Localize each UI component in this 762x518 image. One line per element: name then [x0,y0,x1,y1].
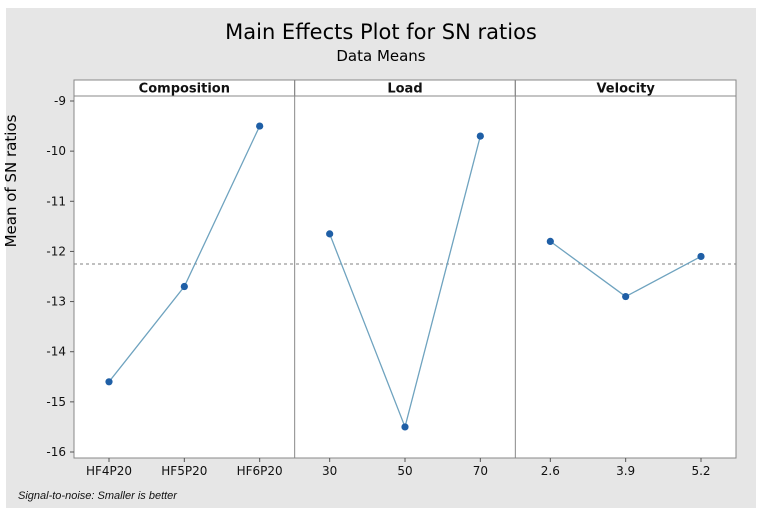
data-point [697,252,705,261]
plot-area [73,79,737,459]
panel-label: Velocity [596,82,655,97]
data-point [401,423,409,431]
data-point [105,378,113,386]
x-tick-label: 50 [397,464,412,478]
x-tick-label: HF5P20 [161,464,207,478]
footnote: Signal-to-noise: Smaller is better [18,490,177,502]
x-tick-label: 2.6 [541,464,560,478]
data-point [326,230,334,238]
x-tick-label: 3.9 [616,464,635,478]
x-tick-label: 70 [473,464,488,478]
data-point [546,237,554,245]
y-tick-label: -15 [46,395,66,409]
x-tick-label: HF4P20 [86,464,132,478]
y-tick-label: -13 [46,295,66,309]
y-tick-label: -16 [46,445,66,459]
data-point [256,122,264,130]
data-point [476,132,484,140]
y-tick-label: -14 [46,345,66,359]
panel-label: Composition [139,82,230,97]
chart-title: Main Effects Plot for SN ratios [225,20,537,44]
y-tick-label: -12 [46,244,66,258]
x-tick-label: 5.2 [691,464,710,478]
data-point [180,282,188,291]
y-tick-label: -9 [54,94,66,108]
y-tick-label: -10 [46,144,66,158]
data-point [622,292,630,301]
y-tick-label: -11 [46,194,66,208]
panel-label: Load [387,82,422,97]
x-tick-label: 30 [322,464,337,478]
x-tick-label: HF6P20 [237,464,283,478]
chart-subtitle: Data Means [336,47,426,65]
